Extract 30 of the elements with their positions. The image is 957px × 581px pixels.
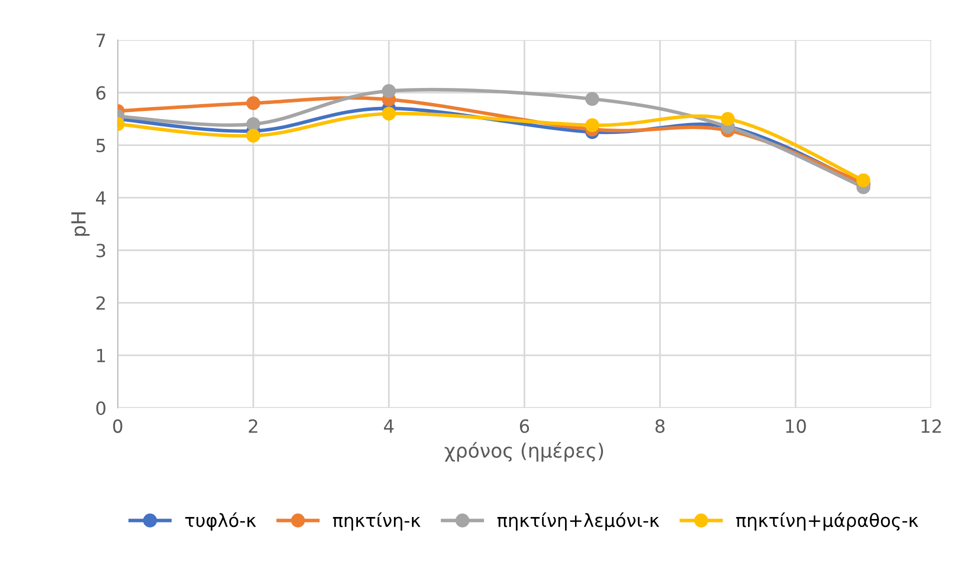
point <box>246 128 260 143</box>
point <box>382 84 396 98</box>
x-tick-label: 2 <box>248 419 258 433</box>
y-tick-label: 7 <box>96 34 106 47</box>
x-tick-label: 8 <box>655 419 665 433</box>
y-tick-label: 4 <box>96 191 106 205</box>
y-tick-label: 6 <box>96 86 106 100</box>
x-tick-label: 12 <box>922 419 941 433</box>
y-tick-label: 3 <box>96 244 106 258</box>
x-tick-label: 10 <box>786 419 806 433</box>
y-tick-label: 0 <box>96 401 106 415</box>
point <box>382 106 396 121</box>
x-tick-label: 6 <box>520 419 530 433</box>
x-tick-label: 4 <box>384 420 394 433</box>
y-axis-title: pH <box>71 212 90 236</box>
x-axis-title: χρόνος (ημέρες) <box>444 442 603 462</box>
legend-label: πηκτίνη+λεμόνι-κ <box>497 512 660 531</box>
legend-label: πηκτίνη-κ <box>332 512 420 531</box>
y-tick-label: 5 <box>96 138 106 152</box>
point <box>856 173 870 188</box>
y-tick-label: 1 <box>97 349 105 362</box>
point <box>246 96 260 110</box>
point <box>246 117 260 132</box>
x-tick-label: 0 <box>113 419 122 433</box>
point <box>585 118 600 132</box>
point <box>585 92 600 106</box>
legend-label: πηκτίνη+μάραθος-κ <box>736 512 918 531</box>
y-tick-label: 2 <box>96 296 105 310</box>
point <box>720 112 735 126</box>
legend-label: τυφλό-κ <box>185 512 256 531</box>
